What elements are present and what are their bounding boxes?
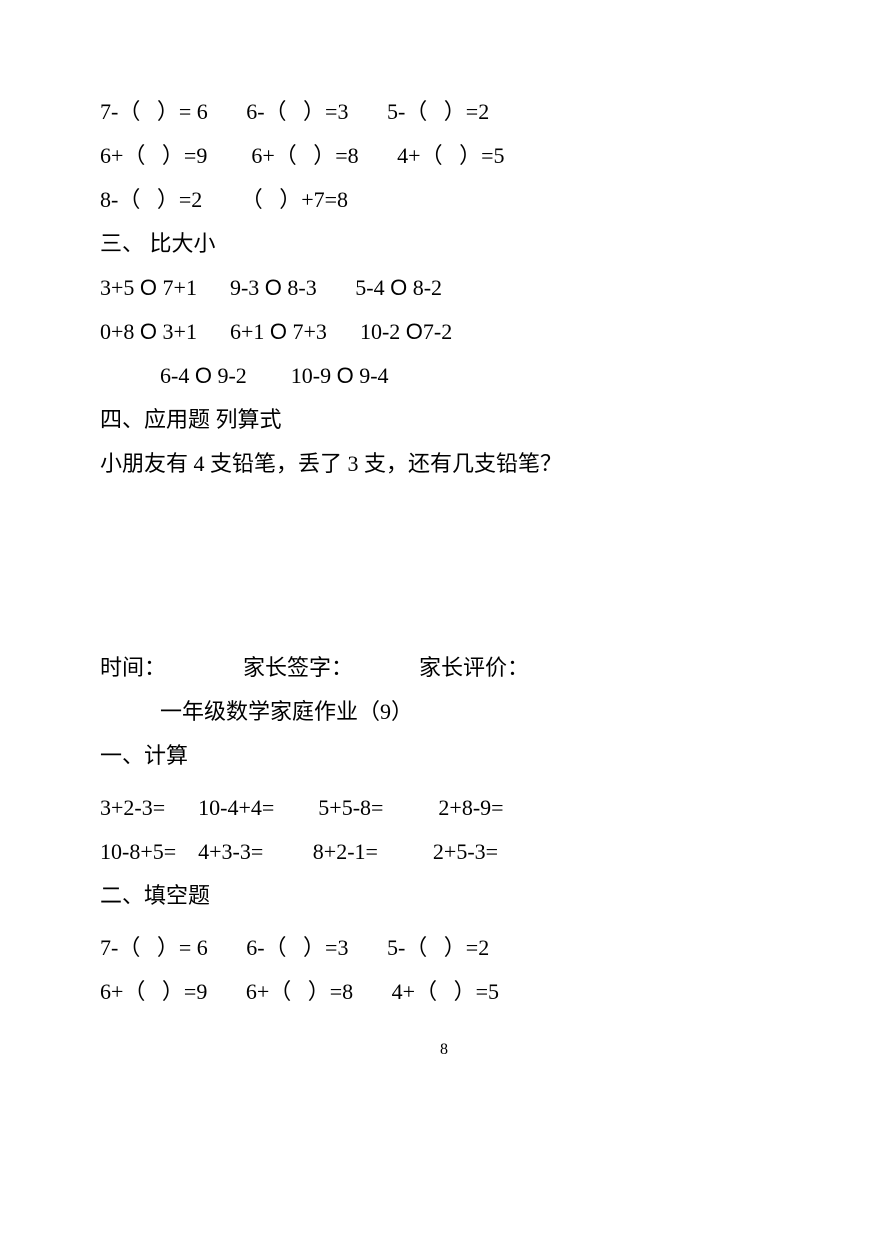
calc-row: 10-8+5= 4+3-3= 8+2-1= 2+5-3=: [100, 830, 788, 874]
compare-left: 9-3: [230, 275, 259, 300]
calc-cell: 2+5-3=: [433, 839, 498, 864]
fill-cell: 5-（ ）=2: [387, 99, 489, 124]
calc-row: 3+2-3= 10-4+4= 5+5-8= 2+8-9=: [100, 786, 788, 830]
compare-left: 0+8: [100, 319, 134, 344]
compare-left: 6-4: [160, 363, 189, 388]
homework-9-title: 一年级数学家庭作业（9）: [100, 690, 788, 734]
fill-row: 8-（ ）=2 （ ）+7=8: [100, 178, 788, 222]
worksheet-page: 7-（ ）= 6 6-（ ）=3 5-（ ）=2 6+（ ）=9 6+（ ）=8…: [0, 0, 888, 1106]
compare-circle-icon: O: [270, 319, 287, 344]
compare-circle-icon: O: [390, 275, 407, 300]
compare-left: 3+5: [100, 275, 134, 300]
calc-cell: 2+8-9=: [438, 795, 503, 820]
compare-right: 7+1: [163, 275, 197, 300]
compare-right: 7+3: [293, 319, 327, 344]
fill-cell: （ ）+7=8: [241, 187, 348, 212]
fill-cell: 7-（ ）= 6: [100, 99, 208, 124]
compare-circle-icon: O: [265, 275, 282, 300]
fill-row: 7-（ ）= 6 6-（ ）=3 5-（ ）=2: [100, 90, 788, 134]
compare-left: 5-4: [355, 275, 384, 300]
fill-cell: 6+（ ）=8: [246, 979, 353, 1004]
compare-left: 6+1: [230, 319, 264, 344]
calc-cell: 3+2-3=: [100, 795, 165, 820]
section-3-title: 三、 比大小: [100, 222, 788, 266]
calc-cell: 10-8+5=: [100, 839, 176, 864]
parent-sign-label: 家长签字：: [243, 655, 353, 680]
compare-right: 3+1: [163, 319, 197, 344]
compare-right: 7-2: [423, 319, 452, 344]
compare-row: 6-4 O 9-2 10-9 O 9-4: [100, 354, 788, 398]
section-4-title: 四、应用题 列算式: [100, 398, 788, 442]
fill-cell: 6-（ ）=3: [246, 935, 348, 960]
fill-cell: 4+（ ）=5: [392, 979, 499, 1004]
compare-left: 10-2: [360, 319, 400, 344]
fill-cell: 6+（ ）=8: [251, 143, 358, 168]
compare-row: 3+5 O 7+1 9-3 O 8-3 5-4 O 8-2: [100, 266, 788, 310]
fill-row: 6+（ ）=9 6+（ ）=8 4+（ ）=5: [100, 134, 788, 178]
compare-row: 0+8 O 3+1 6+1 O 7+3 10-2 O7-2: [100, 310, 788, 354]
word-problem: 小朋友有 4 支铅笔，丢了 3 支，还有几支铅笔？: [100, 442, 788, 486]
calc-cell: 5+5-8=: [318, 795, 383, 820]
fill-row: 7-（ ）= 6 6-（ ）=3 5-（ ）=2: [100, 926, 788, 970]
compare-left: 10-9: [291, 363, 331, 388]
fill-row: 6+（ ）=9 6+（ ）=8 4+（ ）=5: [100, 970, 788, 1014]
page-number: 8: [100, 1034, 788, 1066]
parent-eval-label: 家长评价：: [419, 655, 529, 680]
blank-work-area: [100, 486, 788, 646]
compare-right: 9-2: [217, 363, 246, 388]
compare-circle-icon: O: [406, 319, 423, 344]
fill-cell: 6+（ ）=9: [100, 143, 207, 168]
compare-circle-icon: O: [140, 319, 157, 344]
calc-cell: 10-4+4=: [198, 795, 274, 820]
fill-cell: 5-（ ）=2: [387, 935, 489, 960]
section-1-title: 一、计算: [100, 734, 788, 778]
compare-circle-icon: O: [337, 363, 354, 388]
fill-cell: 8-（ ）=2: [100, 187, 202, 212]
section-2-title: 二、填空题: [100, 874, 788, 918]
compare-right: 8-2: [413, 275, 442, 300]
fill-cell: 6-（ ）=3: [246, 99, 348, 124]
compare-circle-icon: O: [195, 363, 212, 388]
signature-line: 时间： 家长签字： 家长评价：: [100, 646, 788, 690]
fill-cell: 7-（ ）= 6: [100, 935, 208, 960]
compare-right: 9-4: [359, 363, 388, 388]
calc-cell: 8+2-1=: [313, 839, 378, 864]
compare-circle-icon: O: [140, 275, 157, 300]
fill-cell: 6+（ ）=9: [100, 979, 207, 1004]
calc-cell: 4+3-3=: [198, 839, 263, 864]
fill-cell: 4+（ ）=5: [397, 143, 504, 168]
compare-right: 8-3: [287, 275, 316, 300]
time-label: 时间：: [100, 655, 166, 680]
